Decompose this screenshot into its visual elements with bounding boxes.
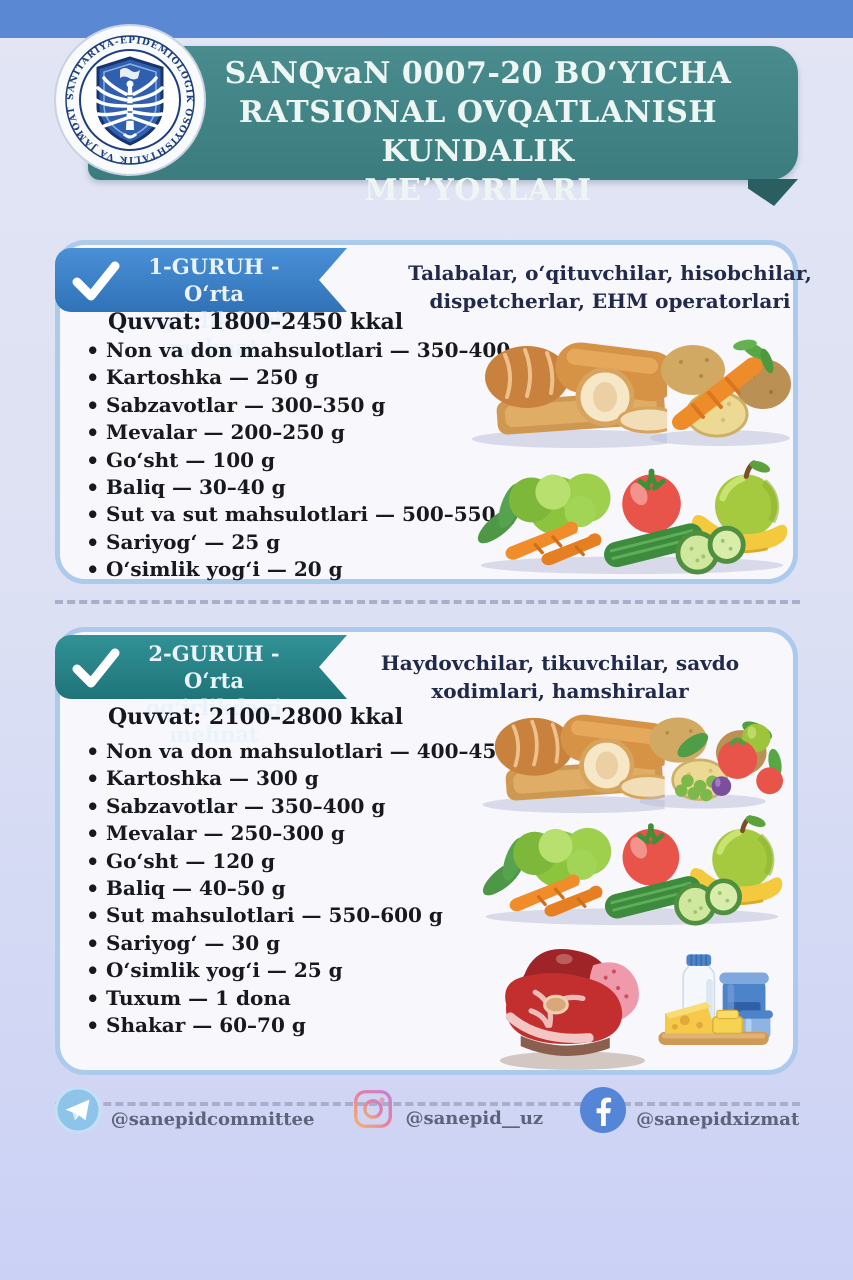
telegram-icon [54,1086,102,1134]
list-item: Baliq — 40–50 g [78,875,513,903]
list-item: Baliq — 30–40 g [78,474,513,502]
list-item: Non va don mahsulotlari — 400–450 g [78,738,531,766]
group2-label: 2-GURUH - Oʻrta ogʻirlikdagi mehnat [145,641,283,747]
facebook-link[interactable]: @sanepidxizmat [579,1086,799,1134]
group2-energy: Quvvat: 2100–2800 kkal [108,704,404,730]
list-item: Oʻsimlik yogʻi — 20 g [78,556,513,584]
divider [55,600,800,604]
bread-potatoes-berries-illustration [462,702,802,814]
list-item: Mevalar — 250–300 g [78,820,513,848]
list-item: Goʻsht — 100 g [78,447,513,475]
telegram-link[interactable]: @sanepidcommittee [54,1086,315,1134]
list-item: Sabzavotlar — 300–350 g [78,392,513,420]
list-item: Sut va sut mahsulotlari — 500–550 g [78,501,516,529]
list-item: Tuxum — 1 dona [78,985,513,1013]
title-line-3: MEʼYORLARI [364,173,592,208]
shield-bird-icon [94,56,166,146]
divider [55,1102,800,1106]
list-item: Oʻsimlik yogʻi — 25 g [78,957,513,985]
title-banner: SANQvaN 0007-20 BOʻYICHA RATSIONAL OVQAT… [88,46,798,208]
vegetables-fruits-illustration [462,810,802,928]
group1-audience: Talabalar, oʻqituvchilar, hisobchilar, d… [408,261,812,313]
list-item: Sabzavotlar — 350–400 g [78,793,513,821]
title-line-2: RATSIONAL OVQATLANISH KUNDALIK [238,95,718,169]
group1-card: 1-GURUH - Oʻrta ogʻirlikdagi mehnat Tala… [55,240,812,584]
telegram-handle: @sanepidcommittee [110,1108,315,1130]
vegetables-fruits-illustration [462,455,802,577]
group2-nutrition-list: Non va don mahsulotlari — 400–450 g Kart… [78,738,531,1040]
list-item: Goʻsht — 120 g [78,848,513,876]
instagram-icon [354,1090,393,1128]
dairy-products-illustration [657,953,774,1046]
list-item: Sariyogʻ — 30 g [78,930,513,958]
list-item: Shakar — 60–70 g [78,1012,513,1040]
group1-ribbon: 1-GURUH - Oʻrta ogʻirlikdagi mehnat [55,248,347,360]
social-links-row: @sanepidcommittee @sanepid__uz @sanepidx… [0,1086,853,1134]
bread-potatoes-carrot-illustration [462,335,793,453]
facebook-icon [580,1087,627,1133]
group1-energy: Quvvat: 1800–2450 kkal [108,309,404,335]
checkmark-icon [72,261,120,301]
group1-nutrition-list: Non va don mahsulotlari — 350–400 g Kart… [78,337,531,584]
title-line-1: SANQvaN 0007-20 BOʻYICHA [224,56,732,91]
page-title: SANQvaN 0007-20 BOʻYICHA RATSIONAL OVQAT… [178,54,778,210]
list-item: Mevalar — 200–250 g [78,419,513,447]
list-item: Non va don mahsulotlari — 350–400 g [78,337,531,365]
instagram-handle: @sanepid__uz [405,1107,544,1129]
checkmark-icon [72,648,120,688]
group2-audience: Haydovchilar, tikuvchilar, savdo xodimla… [380,651,740,703]
list-item: Sariyogʻ — 25 g [78,529,513,557]
group2-card: 2-GURUH - Oʻrta ogʻirlikdagi mehnat Hayd… [55,627,798,1075]
facebook-handle: @sanepidxizmat [636,1108,800,1130]
list-item: Kartoshka — 300 g [78,765,513,793]
list-item: Sut mahsulotlari — 550–600 g [78,902,513,930]
list-item: Kartoshka — 250 g [78,364,513,392]
committee-emblem-logo: SANITARIYA-EPIDEMIOLOGIK OSOYISHTALIK VA… [52,22,206,176]
instagram-link[interactable]: @sanepid__uz [350,1086,543,1132]
group2-ribbon: 2-GURUH - Oʻrta ogʻirlikdagi mehnat [55,635,347,747]
